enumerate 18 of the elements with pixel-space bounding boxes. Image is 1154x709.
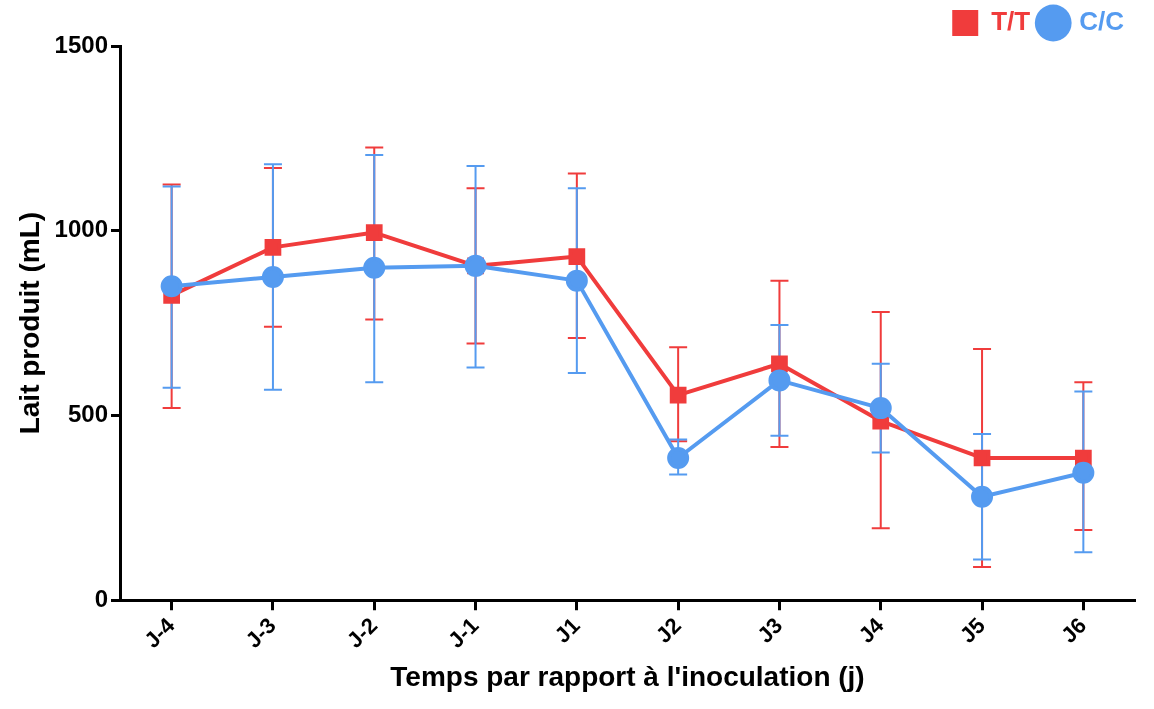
x-tick-label: J-2 [341, 612, 383, 653]
x-axis-title: Temps par rapport à l'inoculation (j) [390, 660, 865, 692]
x-tick-label: J2 [650, 612, 686, 648]
x-tick-label: J-1 [443, 612, 484, 653]
x-tick-label: J3 [752, 612, 788, 648]
x-tick-label: J5 [954, 612, 990, 648]
y-tick-label: 0 [94, 584, 108, 612]
y-tick-label: 1000 [54, 215, 108, 243]
x-tick-label: J-4 [139, 612, 180, 653]
x-tick-label: J1 [549, 612, 585, 648]
legend-label: T/T [991, 6, 1031, 37]
legend-label: C/C [1079, 6, 1125, 37]
y-axis-title: Lait produit (mL) [13, 211, 45, 435]
y-tick-label: 500 [67, 400, 108, 428]
x-tick-label: J6 [1056, 612, 1092, 648]
y-tick-label: 1500 [54, 30, 108, 58]
x-tick-label: J-3 [240, 612, 281, 653]
x-tick-label: J4 [853, 612, 890, 648]
